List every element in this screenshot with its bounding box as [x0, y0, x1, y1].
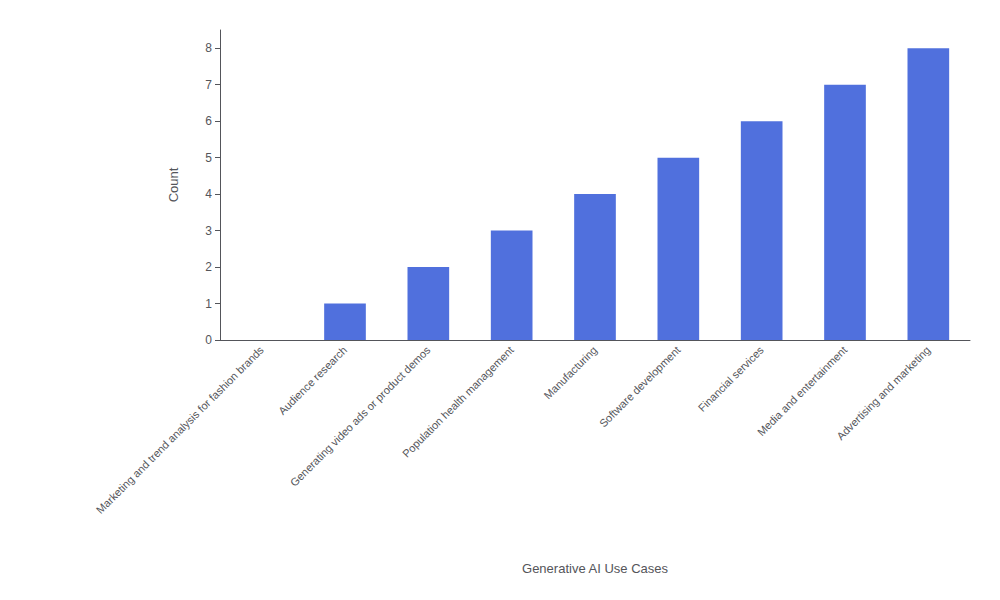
- svg-text:5: 5: [205, 151, 212, 165]
- svg-text:Media and entertainment: Media and entertainment: [755, 344, 849, 438]
- svg-text:6: 6: [205, 114, 212, 128]
- svg-text:Generative AI Use Cases: Generative AI Use Cases: [522, 561, 668, 576]
- svg-text:Financial services: Financial services: [696, 343, 767, 414]
- svg-text:0: 0: [205, 333, 212, 347]
- svg-text:Count: Count: [166, 167, 181, 202]
- svg-text:Population health management: Population health management: [400, 344, 516, 460]
- svg-text:2: 2: [205, 260, 212, 274]
- svg-text:8: 8: [205, 41, 212, 55]
- svg-text:Manufacturing: Manufacturing: [542, 344, 600, 402]
- svg-text:1: 1: [205, 297, 212, 311]
- svg-text:Audience research: Audience research: [276, 344, 349, 417]
- svg-text:Advertising and marketing: Advertising and marketing: [834, 344, 932, 442]
- svg-text:Generating video ads or produc: Generating video ads or product demos: [288, 343, 433, 488]
- svg-text:Software development: Software development: [597, 344, 683, 430]
- svg-text:7: 7: [205, 78, 212, 92]
- svg-text:4: 4: [205, 187, 212, 201]
- svg-text:3: 3: [205, 224, 212, 238]
- svg-text:Marketing and trend analysis f: Marketing and trend analysis for fashion…: [94, 343, 266, 515]
